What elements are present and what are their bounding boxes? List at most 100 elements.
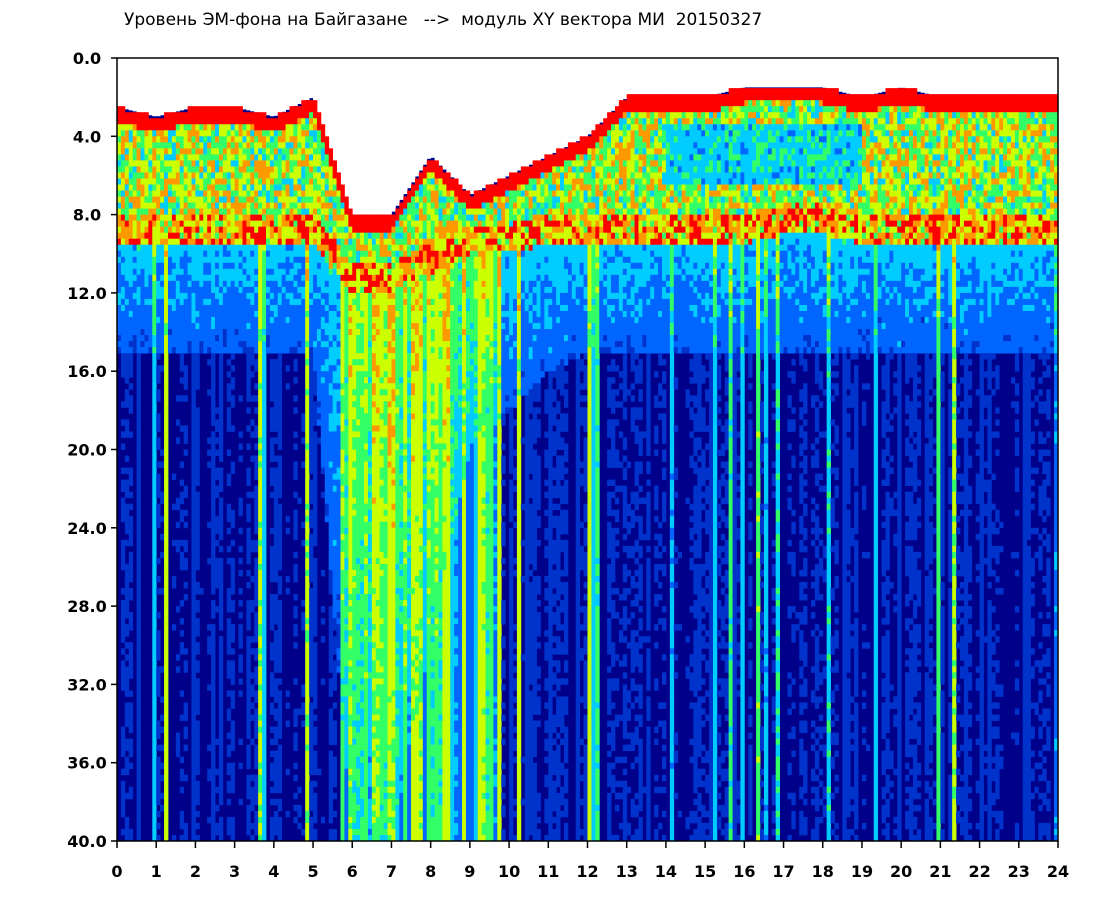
heatmap-cell (293, 172, 298, 179)
heatmap-cell (195, 684, 200, 691)
heatmap-cell (183, 383, 188, 390)
heatmap-cell (277, 262, 283, 270)
heatmap-cell (156, 503, 161, 511)
heatmap-cell (313, 642, 318, 649)
heatmap-cell (340, 792, 345, 800)
heatmap-cell (152, 371, 157, 378)
heatmap-cell (332, 521, 337, 529)
heatmap-cell (328, 304, 334, 312)
heatmap-cell (344, 660, 349, 667)
heatmap-cell (258, 762, 263, 770)
heatmap-cell (352, 606, 357, 613)
heatmap-cell (250, 786, 255, 794)
heatmap-cell (160, 262, 165, 270)
heatmap-cell (156, 274, 161, 282)
heatmap-cell (128, 202, 134, 209)
heatmap-cell (124, 280, 130, 288)
heatmap-cell (171, 154, 177, 161)
heatmap-cell (297, 347, 302, 354)
heatmap-cell (191, 557, 196, 565)
heatmap-cell (277, 419, 283, 426)
heatmap-cell (179, 491, 185, 499)
heatmap-cell (332, 726, 337, 733)
heatmap-cell (344, 582, 349, 589)
heatmap-cell (332, 497, 337, 505)
heatmap-cell (215, 220, 220, 228)
heatmap-cell (226, 154, 232, 161)
heatmap-cell (207, 329, 212, 336)
heatmap-cell (254, 292, 259, 300)
heatmap-empty-cell (818, 58, 824, 88)
heatmap-cell (199, 304, 204, 312)
heatmap-cell (187, 118, 192, 125)
heatmap-cell (332, 160, 337, 167)
heatmap-cell (226, 479, 232, 487)
heatmap-cell (254, 473, 259, 481)
heatmap-cell (226, 166, 232, 173)
heatmap-cell (281, 232, 286, 240)
heatmap-cell (191, 202, 196, 209)
heatmap-cell (183, 341, 188, 348)
heatmap-cell (171, 226, 177, 234)
heatmap-cell (234, 341, 239, 348)
heatmap-cell (238, 262, 243, 270)
heatmap-cell (313, 383, 318, 390)
heatmap-cell (254, 485, 259, 493)
heatmap-empty-cell (309, 58, 314, 99)
heatmap-empty-cell (262, 58, 267, 115)
heatmap-cell (348, 347, 353, 354)
heatmap-cell (293, 208, 298, 215)
heatmap-cell (156, 178, 161, 185)
heatmap-empty-cell (430, 58, 435, 158)
heatmap-cell (324, 329, 330, 336)
heatmap-cell (164, 280, 169, 288)
heatmap-cell (218, 624, 224, 631)
heatmap-cell (156, 316, 161, 324)
heatmap-cell (203, 256, 208, 264)
heatmap-cell (191, 377, 196, 384)
heatmap-cell (195, 720, 200, 727)
heatmap-cell (207, 347, 212, 354)
heatmap-cell (211, 431, 216, 438)
heatmap-cell (191, 383, 196, 390)
heatmap-cell (309, 485, 314, 493)
heatmap-empty-cell (340, 58, 345, 186)
heatmap-cell (238, 232, 243, 240)
heatmap-cell (309, 286, 314, 294)
heatmap-cell (218, 828, 224, 836)
heatmap-cell (320, 316, 326, 324)
heatmap-cell (211, 810, 216, 818)
heatmap-cell (348, 804, 353, 812)
heatmap-cell (328, 756, 334, 764)
heatmap-empty-cell (673, 58, 679, 98)
heatmap-cell (273, 551, 279, 559)
heatmap-cell (328, 485, 334, 493)
heatmap-cell (164, 582, 169, 589)
heatmap-cell (277, 582, 283, 589)
heatmap-cell (265, 232, 271, 240)
heatmap-cell (226, 557, 232, 565)
heatmap-cell (344, 353, 349, 360)
heatmap-cell (250, 298, 255, 306)
heatmap-empty-cell (803, 58, 808, 88)
heatmap-cell (309, 684, 314, 691)
heatmap-cell (175, 226, 181, 234)
heatmap-cell (281, 136, 286, 143)
heatmap-cell (242, 202, 247, 209)
heatmap-cell (238, 316, 243, 324)
heatmap-cell (160, 533, 165, 541)
heatmap-cell (309, 798, 314, 806)
heatmap-cell (344, 413, 349, 420)
heatmap-cell (136, 268, 141, 276)
heatmap-cell (320, 618, 326, 625)
heatmap-cell (250, 244, 255, 252)
heatmap-cell (277, 347, 283, 354)
heatmap-cell (175, 323, 181, 330)
heatmap-cell (211, 449, 216, 456)
heatmap-cell (179, 786, 185, 794)
heatmap-cell (336, 371, 341, 378)
heatmap-cell (332, 473, 337, 481)
heatmap-cell (273, 515, 279, 523)
heatmap-cell (250, 359, 255, 366)
heatmap-cell (226, 323, 232, 330)
